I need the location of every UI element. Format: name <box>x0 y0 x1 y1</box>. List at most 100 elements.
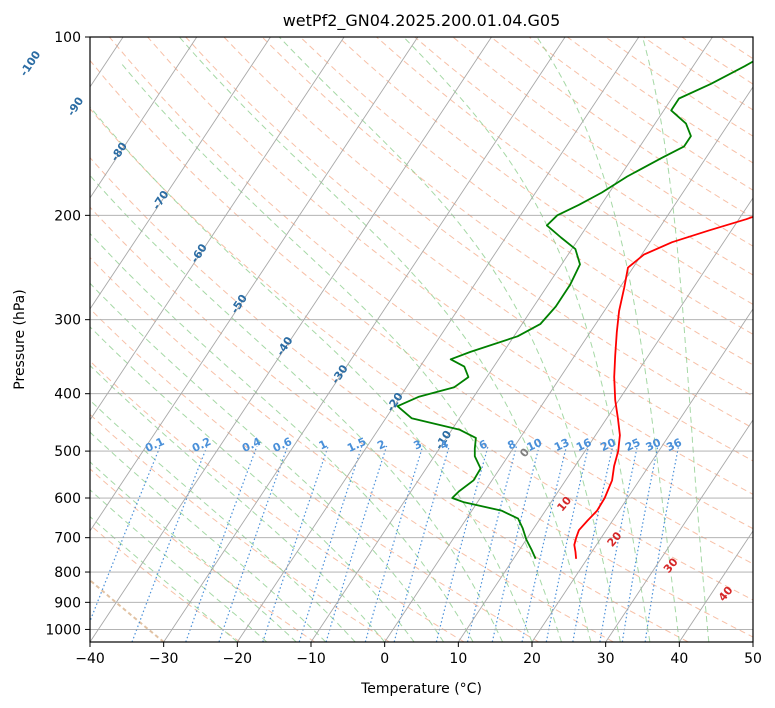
x-tick-label: −10 <box>296 651 326 667</box>
moist-adiabat <box>90 489 268 642</box>
isotherm-line <box>605 419 753 642</box>
mixing-ratio-line <box>599 445 638 642</box>
moist-adiabat <box>90 106 533 642</box>
mixing-ratio-label: 20 <box>598 436 618 454</box>
plot-frame <box>89 36 754 643</box>
isotherm-label: -30 <box>329 362 351 386</box>
isotherm-line <box>236 37 640 642</box>
mixing-ratio-line <box>218 445 289 642</box>
isotherm-label: -90 <box>65 94 87 118</box>
moist-adiabat-heavy <box>90 578 165 642</box>
mixing-ratio-label: 0.2 <box>190 435 213 455</box>
isotherm-line <box>90 37 271 310</box>
moist-adiabat <box>642 37 710 642</box>
dry-adiabat <box>90 524 241 642</box>
isotherm-label: -70 <box>150 188 172 212</box>
mixing-ratio-line <box>466 445 518 642</box>
y-tick-label: 1000 <box>45 622 81 638</box>
x-tick-label: 50 <box>744 651 762 667</box>
moist-adiabat <box>179 37 592 642</box>
mixing-ratio-line <box>262 445 329 642</box>
moist-adiabat-label: 30 <box>661 555 681 575</box>
isotherm-line <box>384 86 753 642</box>
mixing-ratio-label: 1 <box>317 437 329 452</box>
mixing-ratio-label: 36 <box>664 436 684 454</box>
moist-adiabat <box>90 461 297 642</box>
dry-adiabat <box>90 206 689 642</box>
mixing-ratio-label: 10 <box>525 436 545 454</box>
mixing-ratio-label: 8 <box>506 437 518 452</box>
moist-adiabat <box>90 515 238 642</box>
dry-adiabat <box>90 468 315 642</box>
dry-adiabat <box>90 360 465 642</box>
temperature-line <box>573 215 753 559</box>
dry-adiabat <box>147 37 753 495</box>
moist-adiabat-label: 40 <box>716 584 736 604</box>
y-axis-ticks: 100 200 300 400 500 600 700 800 900 1000 <box>45 30 90 638</box>
y-tick-label: 200 <box>54 208 81 224</box>
dry-adiabat <box>758 37 775 642</box>
dry-adiabat <box>90 413 390 642</box>
mixing-ratio-line <box>185 445 258 642</box>
mixing-ratio-line <box>364 445 424 642</box>
y-tick-label: 500 <box>54 444 81 460</box>
dry-adiabat <box>376 37 753 305</box>
mixing-ratio-label: 0.6 <box>271 435 294 455</box>
dry-adiabat <box>605 37 753 137</box>
moist-adiabat <box>90 364 386 642</box>
y-tick-label: 100 <box>54 30 81 46</box>
mixing-ratio-line <box>545 445 590 642</box>
x-tick-label: 40 <box>670 651 688 667</box>
isotherm-line <box>531 308 753 642</box>
y-tick-label: 600 <box>54 491 81 507</box>
y-tick-label: 400 <box>54 387 81 403</box>
isotherm-line <box>310 37 713 642</box>
isotherm-line <box>752 641 753 642</box>
mixing-ratio-line <box>521 445 568 642</box>
dry-adiabat <box>643 37 753 111</box>
mixing-ratio-label: 13 <box>552 436 571 454</box>
line-labels: -100-90-80-70-60-50-40-30-20-100.1 0.2 0.4… <box>17 48 736 604</box>
dry-adiabat <box>567 37 753 164</box>
isotherm-line <box>90 37 345 421</box>
dry-adiabat <box>299 37 753 366</box>
x-tick-label: −30 <box>149 651 179 667</box>
mixing-ratio-line <box>644 445 680 642</box>
mixing-ratio-label: 1.5 <box>345 435 368 455</box>
dewpoint-line <box>396 60 753 560</box>
moist-adiabat-label: 20 <box>605 529 625 549</box>
mixing-ratio-line <box>621 445 659 642</box>
dry-adiabat <box>452 37 753 247</box>
background-lines <box>90 37 775 642</box>
mixing-ratio-label: 30 <box>644 436 664 454</box>
x-tick-label: −40 <box>75 651 105 667</box>
isotherm-label: -60 <box>188 241 210 265</box>
dry-adiabat <box>90 108 753 601</box>
moist-adiabat <box>536 37 680 642</box>
isotherm-line <box>90 37 492 642</box>
moist-adiabat <box>90 282 445 642</box>
x-axis-ticks: −40 −30 −20 −10 0 10 20 30 40 50 <box>75 642 762 667</box>
moist-adiabat <box>278 37 621 642</box>
dry-adiabat <box>90 59 753 565</box>
isotherm-label: -40 <box>274 334 296 358</box>
x-axis-label: Temperature (°C) <box>360 681 482 697</box>
moist-adiabat <box>90 232 474 642</box>
moist-adiabat <box>90 399 356 642</box>
dry-adiabat <box>185 37 753 462</box>
mixing-ratio-label: 6 <box>477 437 490 452</box>
mixing-ratio-label: 0.1 <box>143 435 166 455</box>
isotherm-label: -100 <box>17 48 43 78</box>
mixing-ratio-line <box>491 445 540 642</box>
moist-adiabat-label: 10 <box>554 494 574 514</box>
dry-adiabat <box>90 156 753 638</box>
dry-adiabat <box>223 37 753 429</box>
dry-adiabat <box>338 37 753 335</box>
dry-adiabat <box>90 308 540 642</box>
x-tick-label: 0 <box>380 651 389 667</box>
mixing-ratio-label: 0.4 <box>240 435 263 455</box>
y-tick-label: 800 <box>54 565 81 581</box>
isotherm-line <box>90 37 419 532</box>
isotherm-line <box>90 37 198 199</box>
mixing-ratio-label: 16 <box>574 436 594 454</box>
